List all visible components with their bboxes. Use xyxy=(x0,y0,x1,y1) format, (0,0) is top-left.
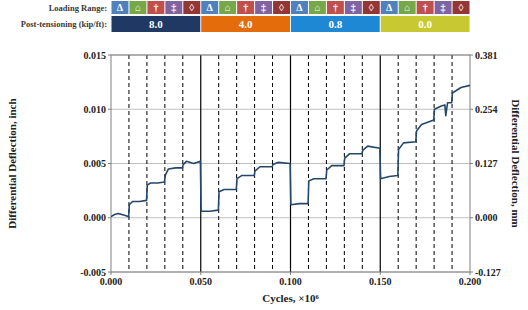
loading-divider xyxy=(326,55,327,272)
axis-title: Differential Deflection, inch xyxy=(6,98,18,228)
tick-mark xyxy=(108,217,111,218)
loading-divider xyxy=(434,55,435,272)
tick-label: 0.000 xyxy=(475,212,498,223)
loading-divider xyxy=(236,55,237,272)
tick-mark xyxy=(290,272,291,275)
tick-mark xyxy=(470,163,473,164)
data-group xyxy=(111,85,470,216)
loading-symbol: ⌂ xyxy=(314,2,320,13)
plot-frame xyxy=(111,55,470,272)
loading-box xyxy=(381,1,398,14)
segment-band xyxy=(291,16,380,32)
tick-label: 0.050 xyxy=(190,276,213,287)
tick-mark xyxy=(108,163,111,164)
loading-box xyxy=(112,1,129,14)
loading-box xyxy=(219,1,236,14)
tick-label: 0.015 xyxy=(84,50,107,61)
loading-symbol: Δ xyxy=(296,2,303,13)
segment-band xyxy=(201,16,290,32)
loading-box xyxy=(147,1,164,14)
tick-label: 0.005 xyxy=(84,158,107,169)
segment-label: 0.8 xyxy=(329,18,343,30)
tick-mark xyxy=(108,55,111,56)
loading-symbol: Δ xyxy=(117,2,124,13)
tick-mark xyxy=(380,272,381,275)
loading-box xyxy=(165,1,182,14)
loading-box xyxy=(237,1,254,14)
loading-box xyxy=(327,1,344,14)
loading-divider xyxy=(128,55,129,272)
tick-label: 0.150 xyxy=(369,276,392,287)
loading-symbol: ◊ xyxy=(369,2,374,13)
tick-mark xyxy=(470,272,471,275)
tick-mark xyxy=(108,109,111,110)
loading-divider xyxy=(146,55,147,272)
loading-symbol: ⌂ xyxy=(135,2,141,13)
segment-band xyxy=(112,16,201,32)
tick-label: 0.010 xyxy=(84,104,107,115)
segment-label: 8.0 xyxy=(149,18,163,30)
tick-label: 0.100 xyxy=(279,276,302,287)
loading-box xyxy=(417,1,434,14)
loading-symbol: Δ xyxy=(207,2,214,13)
loading-symbol: ‡ xyxy=(441,2,446,13)
loading-box xyxy=(255,1,272,14)
loading-symbol: † xyxy=(423,2,428,13)
segment-label: 0.0 xyxy=(418,18,432,30)
loading-box xyxy=(435,1,452,14)
loading-symbol: ◊ xyxy=(459,2,464,13)
loading-box xyxy=(291,1,308,14)
loading-symbol: ⌂ xyxy=(225,2,231,13)
header-label: Post-tensioning (kip/ft): xyxy=(21,19,107,29)
loading-divider xyxy=(218,55,219,272)
axis-title: Cycles, ×10⁶ xyxy=(262,292,319,304)
loading-box xyxy=(453,1,470,14)
loading-divider xyxy=(452,55,453,272)
loading-symbol: Δ xyxy=(386,2,393,13)
loading-box xyxy=(309,1,326,14)
loading-divider xyxy=(308,55,309,272)
tick-label: 0.254 xyxy=(475,104,498,115)
loading-symbol: ‡ xyxy=(351,2,356,13)
loading-divider xyxy=(272,55,273,272)
loading-symbol: ‡ xyxy=(171,2,176,13)
loading-box xyxy=(363,1,380,14)
loading-box xyxy=(399,1,416,14)
tick-mark xyxy=(470,217,473,218)
loading-symbol: † xyxy=(243,2,248,13)
loading-box xyxy=(345,1,362,14)
segment-band xyxy=(381,16,470,32)
loading-divider xyxy=(164,55,165,272)
header-label: Loading Range: xyxy=(49,3,107,13)
loading-box xyxy=(183,1,200,14)
tick-mark xyxy=(111,272,112,275)
loading-symbol: ◊ xyxy=(279,2,284,13)
tick-label: 0.200 xyxy=(459,276,482,287)
segment-label: 4.0 xyxy=(239,18,253,30)
axis-title: Differential Deflection, mm xyxy=(510,99,522,227)
loading-box xyxy=(201,1,218,14)
chart: Loading Range: Post-tensioning (kip/ft): 8… xyxy=(0,0,528,310)
data-line xyxy=(111,85,470,216)
plot-area xyxy=(111,55,470,272)
loading-box xyxy=(129,1,146,14)
loading-divider xyxy=(416,55,417,272)
tick-mark xyxy=(470,55,473,56)
tick-mark xyxy=(470,109,473,110)
loading-symbol: † xyxy=(153,2,158,13)
tick-label: 0.381 xyxy=(475,50,498,61)
tick-label: 0.000 xyxy=(84,212,107,223)
loading-box xyxy=(273,1,290,14)
loading-divider xyxy=(362,55,363,272)
loading-divider xyxy=(254,55,255,272)
tick-mark xyxy=(200,272,201,275)
loading-symbol: ⌂ xyxy=(404,2,410,13)
tick-label: 0.000 xyxy=(100,276,123,287)
loading-symbol: ◊ xyxy=(189,2,194,13)
tick-label: 0.127 xyxy=(475,158,498,169)
loading-symbol: ‡ xyxy=(261,2,266,13)
loading-symbol: † xyxy=(333,2,338,13)
